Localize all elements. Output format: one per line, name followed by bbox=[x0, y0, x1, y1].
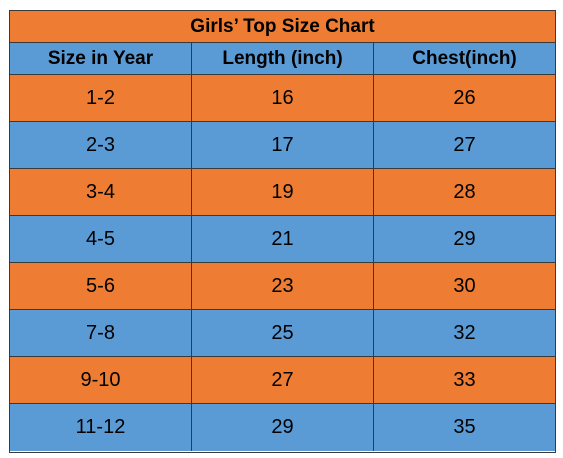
table-cell: 9-10 bbox=[10, 357, 192, 404]
table-cell: 27 bbox=[192, 357, 374, 404]
table-grid: Size in Year Length (inch) Chest(inch) 1-2 1… bbox=[10, 43, 555, 451]
table-cell: 35 bbox=[374, 404, 555, 451]
table-cell: 17 bbox=[192, 122, 374, 169]
table-cell: 11-12 bbox=[10, 404, 192, 451]
column-header: Size in Year bbox=[10, 43, 192, 75]
table-cell: 28 bbox=[374, 169, 555, 216]
column-header: Chest(inch) bbox=[374, 43, 555, 75]
table-cell: 2-3 bbox=[10, 122, 192, 169]
table-cell: 19 bbox=[192, 169, 374, 216]
table-cell: 1-2 bbox=[10, 75, 192, 122]
table-cell: 29 bbox=[374, 216, 555, 263]
table-cell: 5-6 bbox=[10, 263, 192, 310]
table-cell: 16 bbox=[192, 75, 374, 122]
table-cell: 21 bbox=[192, 216, 374, 263]
table-cell: 3-4 bbox=[10, 169, 192, 216]
table-cell: 32 bbox=[374, 310, 555, 357]
table-cell: 30 bbox=[374, 263, 555, 310]
table-cell: 7-8 bbox=[10, 310, 192, 357]
table-cell: 27 bbox=[374, 122, 555, 169]
table-cell: 29 bbox=[192, 404, 374, 451]
column-header: Length (inch) bbox=[192, 43, 374, 75]
table-cell: 33 bbox=[374, 357, 555, 404]
table-cell: 26 bbox=[374, 75, 555, 122]
size-chart-table: Girls’ Top Size Chart Size in Year Length… bbox=[9, 10, 556, 453]
table-cell: 25 bbox=[192, 310, 374, 357]
table-title: Girls’ Top Size Chart bbox=[10, 11, 555, 43]
table-cell: 4-5 bbox=[10, 216, 192, 263]
table-cell: 23 bbox=[192, 263, 374, 310]
